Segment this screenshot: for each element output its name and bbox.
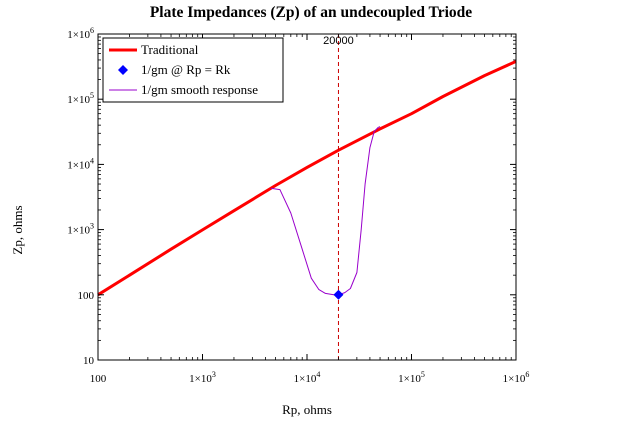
y-tick-label: 1×103 <box>67 222 94 237</box>
legend-entry-label: Traditional <box>141 42 199 57</box>
y-tick-label: 1×106 <box>67 26 94 41</box>
y-tick-label: 100 <box>78 290 95 302</box>
x-tick-label: 1×106 <box>503 370 530 385</box>
y-tick-label: 1×104 <box>67 156 94 171</box>
series-line-smooth-response <box>270 126 381 296</box>
legend-entry-label: 1/gm smooth response <box>141 82 258 97</box>
legend-swatch-diamond <box>118 65 128 75</box>
chart-title: Plate Impedances (Zp) of an undecoupled … <box>149 4 473 21</box>
annotation-label: 20000 <box>323 35 354 47</box>
x-tick-label: 100 <box>90 373 107 385</box>
series-line-traditional <box>97 60 517 297</box>
legend-entry-label: 1/gm @ Rp = Rk <box>141 62 231 77</box>
x-tick-label: 1×105 <box>398 370 425 385</box>
x-tick-label: 1×104 <box>294 370 321 385</box>
y-tick-label: 1×105 <box>67 91 94 106</box>
x-tick-label: 1×103 <box>189 370 216 385</box>
y-axis-label: Zp, ohms <box>10 205 25 255</box>
x-axis-label: Rp, ohms <box>282 402 332 417</box>
y-tick-label: 10 <box>83 355 95 367</box>
data-point-diamond <box>333 289 344 300</box>
